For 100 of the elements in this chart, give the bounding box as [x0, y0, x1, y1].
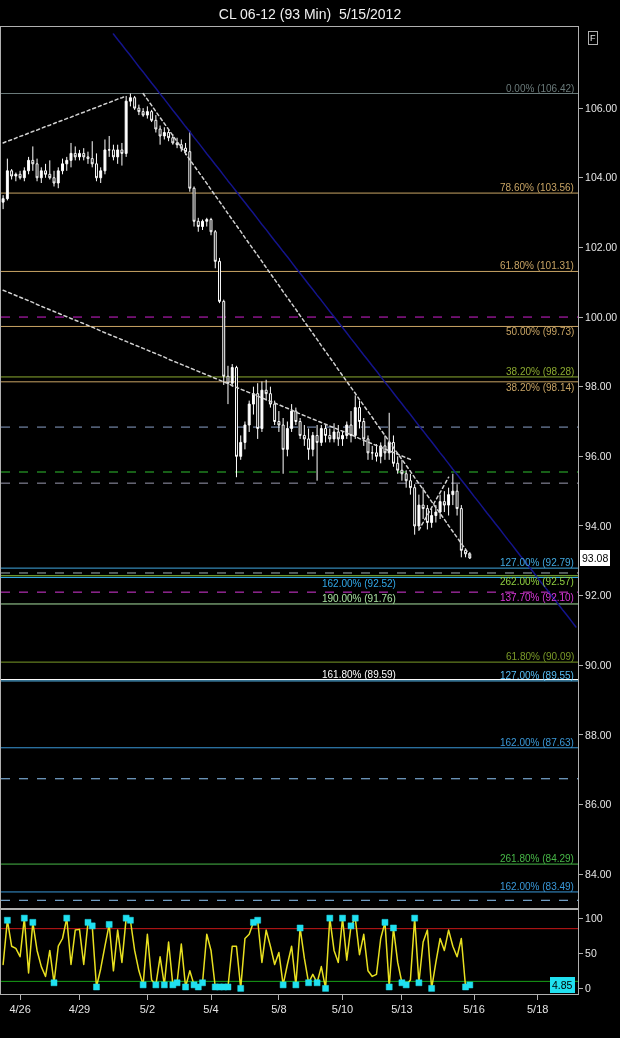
x-tick-label: 5/4 — [203, 1003, 219, 1016]
candlestick — [18, 170, 22, 181]
candlestick — [375, 443, 378, 463]
point — [254, 916, 261, 924]
y-tick-label: 50 — [585, 946, 597, 959]
candlestick — [141, 107, 145, 118]
line-series — [112, 33, 577, 628]
point — [322, 985, 329, 992]
point — [199, 979, 206, 987]
x-tick-label: 5/8 — [271, 1003, 287, 1016]
point — [296, 924, 304, 932]
ref-line-label: 61.80% (90.09) — [506, 651, 575, 662]
point — [313, 979, 321, 987]
point — [305, 979, 312, 987]
candlestick — [430, 508, 434, 529]
point — [237, 985, 244, 992]
x-tick-label: 5/13 — [391, 1003, 413, 1016]
y-tick-label: 102.00 — [585, 241, 618, 254]
x-tick-label: 5/2 — [139, 1003, 156, 1016]
ref-line-label: 161.80% (89.59) — [322, 669, 396, 680]
candlestick — [201, 219, 204, 231]
y-tick-label: 92.00 — [585, 589, 612, 602]
y-tick-label: 98.00 — [585, 380, 612, 393]
ref-line-label: 38.20% (98.14) — [506, 382, 575, 393]
ref-line-label: 190.00% (91.76) — [322, 593, 396, 604]
candlestick — [175, 137, 179, 149]
y-tick-label: 84.00 — [585, 867, 612, 880]
candlestick — [332, 422, 336, 443]
y-tick-label: 106.00 — [585, 101, 618, 114]
candlestick — [256, 382, 260, 440]
ref-line-label: 127.00% (89.55) — [500, 670, 574, 681]
point — [127, 916, 134, 924]
x-tick-label: 5/16 — [463, 1003, 485, 1016]
point — [63, 914, 71, 922]
x-tick-label: 5/10 — [331, 1003, 354, 1016]
point — [173, 979, 181, 987]
point — [415, 979, 423, 987]
y-tick-label: 100 — [585, 911, 603, 924]
y-tick-label: 94.00 — [585, 519, 612, 532]
point — [93, 983, 100, 991]
candlestick — [78, 149, 81, 161]
ref-line-label: 38.20% (98.28) — [506, 366, 575, 377]
point — [385, 983, 393, 991]
point — [381, 919, 389, 926]
ref-line-label: 61.80% (101.31) — [500, 260, 574, 271]
candlestick — [116, 144, 120, 165]
point — [466, 981, 474, 989]
candlestick — [82, 147, 86, 161]
point — [411, 914, 418, 922]
ref-line-label: 162.00% (87.63) — [500, 737, 574, 748]
point — [161, 981, 168, 989]
candlestick — [235, 365, 238, 478]
candlestick — [328, 427, 332, 443]
line-series — [418, 476, 450, 531]
point — [105, 921, 113, 928]
point — [152, 981, 160, 989]
y-tick-label: 100.00 — [585, 310, 618, 323]
candlestick — [44, 163, 48, 179]
point — [21, 914, 28, 922]
candlestick — [69, 142, 73, 168]
point — [326, 914, 334, 922]
candlestick — [353, 394, 357, 440]
x-tick-label: 4/26 — [9, 1003, 31, 1016]
ref-line-label: 127.00% (92.79) — [500, 557, 574, 568]
point — [29, 919, 37, 926]
point — [279, 981, 287, 989]
y-tick-label: 86.00 — [585, 798, 612, 811]
point — [88, 922, 96, 930]
ref-line-label: 162.00% (83.49) — [500, 881, 574, 892]
chart-title: CL 06-12 (93 Min) 5/15/2012 — [218, 5, 402, 22]
candlestick — [307, 427, 311, 461]
y-tick-label: 96.00 — [585, 450, 612, 463]
y-tick-label: 88.00 — [585, 728, 612, 741]
candlestick — [167, 128, 171, 142]
candlestick — [145, 105, 149, 120]
point — [428, 985, 435, 992]
point — [50, 979, 58, 987]
point — [352, 914, 359, 922]
point — [139, 981, 147, 989]
candlestick — [438, 494, 442, 520]
x-tick-label: 4/29 — [68, 1003, 91, 1016]
point — [224, 983, 232, 991]
annotation: 4.85 — [552, 979, 573, 991]
point — [390, 924, 397, 932]
candlestick — [336, 424, 340, 447]
ref-line-label: 0.00% (106.42) — [506, 83, 575, 94]
line-series — [2, 95, 127, 144]
x-tick-label: 5/18 — [526, 1003, 549, 1016]
point — [402, 981, 410, 989]
point — [339, 914, 346, 922]
y-tick-label: 0 — [585, 982, 592, 995]
text: 93.08 — [582, 552, 609, 564]
candlestick — [324, 424, 328, 443]
ref-line-label: 78.60% (103.56) — [500, 182, 574, 193]
candlestick — [133, 95, 137, 111]
ref-line-label: 162.00% (92.52) — [322, 578, 396, 589]
point — [182, 983, 189, 991]
y-tick-label: 104.00 — [585, 171, 618, 184]
ref-line-label: 262.00% (92.57) — [500, 576, 574, 587]
text: F — [590, 33, 596, 43]
